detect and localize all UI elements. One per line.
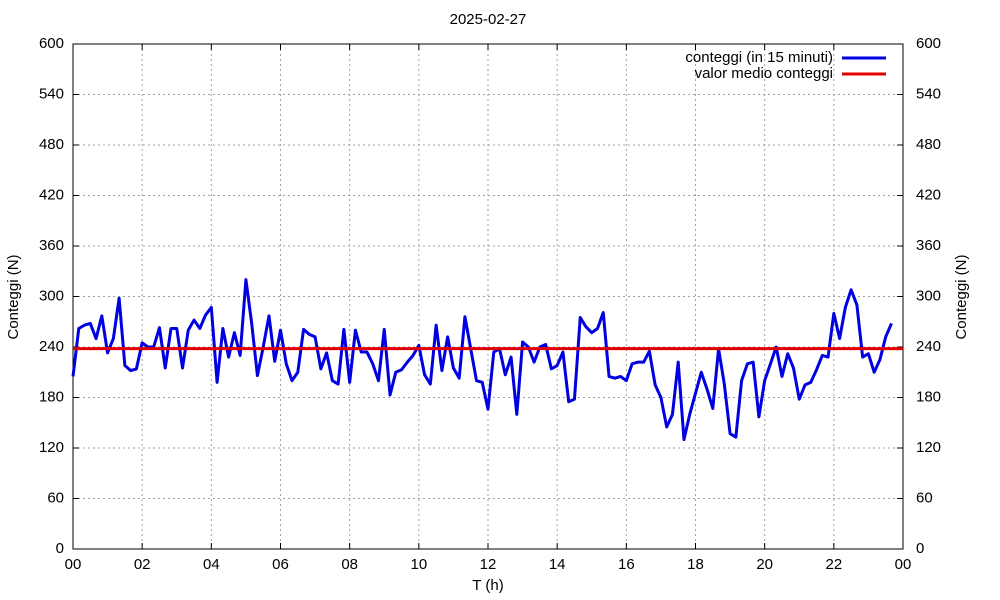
y-tick-label: 360 (39, 237, 64, 254)
y-tick-label: 300 (39, 287, 64, 304)
x-tick-label: 08 (341, 556, 358, 573)
y2-axis-label: Conteggi (N) (953, 254, 970, 339)
y-tick-label: 480 (39, 136, 64, 153)
x-tick-label: 00 (65, 556, 82, 573)
y2-tick-label: 480 (916, 136, 941, 153)
x-tick-label: 10 (410, 556, 427, 573)
y2-tick-label: 360 (916, 237, 941, 254)
x-axis-label: T (h) (472, 577, 503, 594)
y2-tick-label: 600 (916, 35, 941, 52)
x-tick-label: 20 (756, 556, 773, 573)
x-tick-label: 02 (134, 556, 151, 573)
data-line (71, 278, 893, 442)
y2-tick-label: 180 (916, 388, 941, 405)
plot-frame (72, 43, 904, 550)
legend-label: conteggi (in 15 minuti) (685, 49, 833, 66)
y2-tick-label: 240 (916, 338, 941, 355)
legend-label: valor medio conteggi (695, 65, 833, 82)
x-tick-label: 12 (480, 556, 497, 573)
y2-tick-label: 300 (916, 287, 941, 304)
x-tick-label: 22 (825, 556, 842, 573)
x-tick-label: 18 (687, 556, 704, 573)
y2-tick-label: 120 (916, 439, 941, 456)
y-tick-label: 420 (39, 186, 64, 203)
y-tick-label: 540 (39, 85, 64, 102)
y2-tick-label: 0 (916, 540, 924, 557)
y2-tick-label: 60 (916, 489, 933, 506)
x-tick-label: 06 (272, 556, 289, 573)
x-tick-label: 04 (203, 556, 220, 573)
y-tick-label: 600 (39, 35, 64, 52)
x-tick-label: 00 (895, 556, 912, 573)
x-tick-label: 16 (618, 556, 635, 573)
y-tick-label: 240 (39, 338, 64, 355)
y-tick-label: 60 (47, 489, 64, 506)
y-tick-label: 180 (39, 388, 64, 405)
chart-title: 2025-02-27 (450, 11, 527, 28)
y-axis-label: Conteggi (N) (5, 254, 22, 339)
y2-tick-label: 540 (916, 85, 941, 102)
y2-tick-label: 420 (916, 186, 941, 203)
y-tick-label: 0 (56, 540, 64, 557)
y-tick-label: 120 (39, 439, 64, 456)
x-tick-label: 14 (549, 556, 566, 573)
